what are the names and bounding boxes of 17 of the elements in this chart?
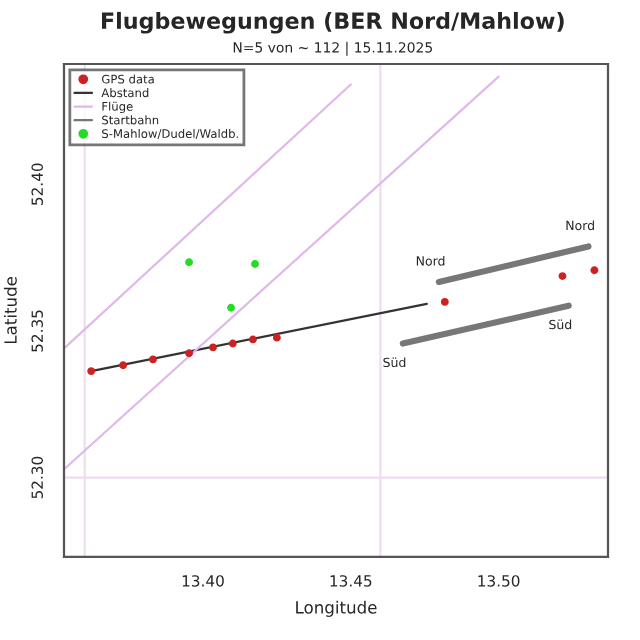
point [228,339,237,348]
point [185,258,193,267]
point [248,335,257,344]
y-axis-title: Latitude [3,276,17,344]
point [227,303,235,312]
point [251,260,259,268]
point [185,349,193,358]
point [87,367,96,376]
point [119,361,128,370]
point [209,343,217,352]
chart-title: Flugbewegungen (BER Nord/Mahlow) [102,11,564,34]
x-axis-title: Longitude [296,600,377,617]
point [440,297,449,306]
point [590,266,599,275]
point [558,272,567,281]
point [272,333,281,342]
point [149,355,157,364]
